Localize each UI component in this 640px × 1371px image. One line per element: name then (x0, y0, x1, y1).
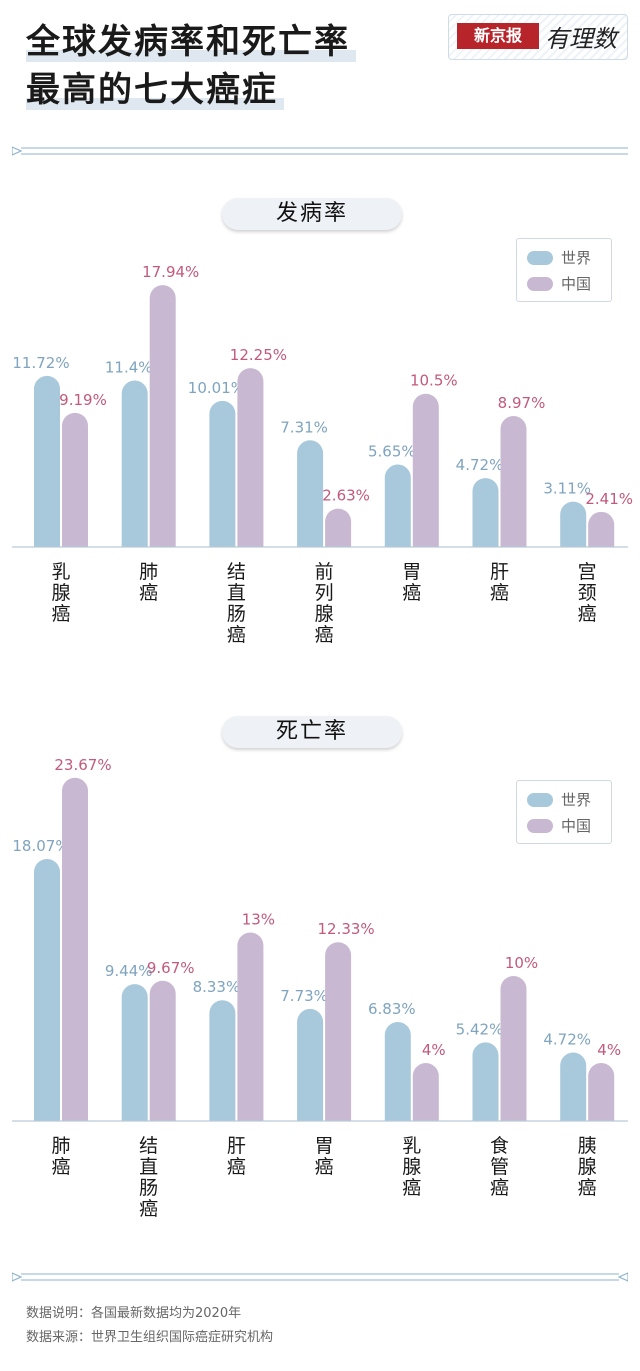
bar-china-7 (588, 511, 615, 547)
x-tick-label: 肺癌 (51, 1135, 71, 1178)
x-tick-label: 乳腺癌 (402, 1135, 422, 1199)
data-label-china-7: 2.41% (585, 490, 633, 508)
data-label-china-5: 10.5% (410, 372, 458, 390)
data-label-china-3: 12.25% (230, 346, 287, 364)
data-label-world-1: 18.07% (12, 837, 69, 855)
data-label-world-7: 3.11% (543, 480, 591, 498)
bar-china-6 (500, 976, 527, 1121)
data-label-world-6: 5.42% (456, 1020, 504, 1038)
bar-world-5 (384, 464, 411, 547)
title-line-1: 全球发病率和死亡率 (26, 20, 356, 64)
x-tick-label: 前列腺癌 (314, 561, 334, 646)
data-label-world-4: 7.31% (280, 418, 328, 436)
title-block: 全球发病率和死亡率 最高的七大癌症 (26, 20, 356, 116)
bar-china-5 (412, 1063, 439, 1121)
bar-world-1 (34, 858, 60, 1121)
x-tick-label: 结直肠癌 (139, 1135, 159, 1220)
bar-china-3 (237, 932, 264, 1121)
data-label-world-6: 4.72% (456, 456, 504, 474)
section-title-mortality: 死亡率 (222, 716, 402, 748)
bar-china-1 (62, 777, 88, 1121)
bar-china-1 (62, 412, 88, 547)
data-label-world-2: 11.4% (105, 359, 153, 377)
data-label-world-2: 9.44% (105, 962, 153, 980)
data-label-world-7: 4.72% (543, 1031, 591, 1049)
divider-bottom (12, 1272, 628, 1282)
data-label-china-4: 12.33% (317, 920, 374, 938)
data-label-world-1: 11.72% (12, 354, 69, 372)
legend-swatch-world (527, 792, 553, 807)
data-label-world-3: 10.01% (188, 379, 245, 397)
data-label-china-2: 9.67% (147, 959, 195, 977)
legend-item-world: 世界 (527, 247, 591, 267)
data-label-china-1: 9.19% (59, 391, 107, 409)
bar-world-2 (121, 380, 148, 547)
legend-item-china: 中国 (527, 815, 591, 835)
data-label-china-3: 13% (242, 911, 275, 929)
bar-china-4 (325, 508, 352, 547)
bar-world-4 (297, 1008, 324, 1121)
x-tick-label: 乳腺癌 (51, 561, 71, 625)
footer-source: 数据来源：世界卫生组织国际癌症研究机构 (26, 1330, 274, 1345)
data-label-china-2: 17.94% (142, 263, 199, 281)
bar-china-3 (237, 368, 264, 547)
bar-china-6 (500, 416, 527, 547)
bar-china-5 (412, 393, 439, 547)
data-label-world-5: 6.83% (368, 1000, 416, 1018)
bar-world-7 (560, 501, 587, 547)
data-label-world-5: 5.65% (368, 443, 416, 461)
legend-swatch-world (527, 250, 553, 265)
legend-item-china: 中国 (527, 273, 591, 293)
legend-swatch-china (527, 818, 553, 833)
legend-swatch-china (527, 276, 553, 291)
x-tick-label: 肺癌 (139, 561, 159, 604)
brand-script: 有理数 (545, 25, 617, 53)
x-tick-label: 胰腺癌 (577, 1135, 597, 1199)
x-tick-label: 胃癌 (314, 1135, 334, 1178)
divider-top (12, 146, 628, 156)
data-label-china-4: 2.63% (322, 487, 370, 505)
section-title-incidence: 发病率 (222, 198, 402, 230)
bar-world-2 (121, 984, 148, 1121)
bar-world-4 (297, 440, 324, 547)
footer-note: 数据说明：各国最新数据均为2020年 (26, 1306, 242, 1321)
data-label-china-6: 8.97% (498, 394, 546, 412)
title-line-2: 最高的七大癌症 (26, 68, 284, 112)
legend-mortality: 世界 中国 (516, 780, 612, 844)
bar-china-2 (149, 285, 176, 547)
x-tick-label: 结直肠癌 (226, 561, 246, 646)
bar-china-2 (149, 980, 176, 1121)
bar-world-3 (209, 1000, 236, 1121)
x-tick-label: 胃癌 (402, 561, 422, 604)
data-label-world-4: 7.73% (280, 987, 328, 1005)
data-label-china-6: 10% (505, 954, 538, 972)
x-tick-label: 食管癌 (489, 1135, 509, 1199)
data-label-china-1: 23.67% (54, 756, 111, 774)
bar-china-4 (325, 942, 352, 1121)
bar-world-5 (384, 1021, 411, 1121)
bar-world-1 (34, 375, 60, 547)
data-label-china-7: 4% (597, 1041, 621, 1059)
x-tick-label: 肝癌 (489, 561, 509, 604)
brand-name: 新京报 (457, 23, 539, 49)
x-tick-label: 宫颈癌 (577, 561, 597, 625)
bar-world-6 (472, 478, 499, 547)
bar-world-3 (209, 400, 236, 547)
bar-world-6 (472, 1042, 499, 1121)
legend-incidence: 世界 中国 (516, 238, 612, 302)
bar-china-7 (588, 1063, 615, 1121)
x-tick-label: 肝癌 (226, 1135, 246, 1178)
legend-item-world: 世界 (527, 789, 591, 809)
data-label-china-5: 4% (422, 1041, 446, 1059)
bar-world-7 (560, 1052, 587, 1121)
data-label-world-3: 8.33% (193, 978, 241, 996)
brand-logo: 新京报 有理数 (448, 14, 628, 60)
